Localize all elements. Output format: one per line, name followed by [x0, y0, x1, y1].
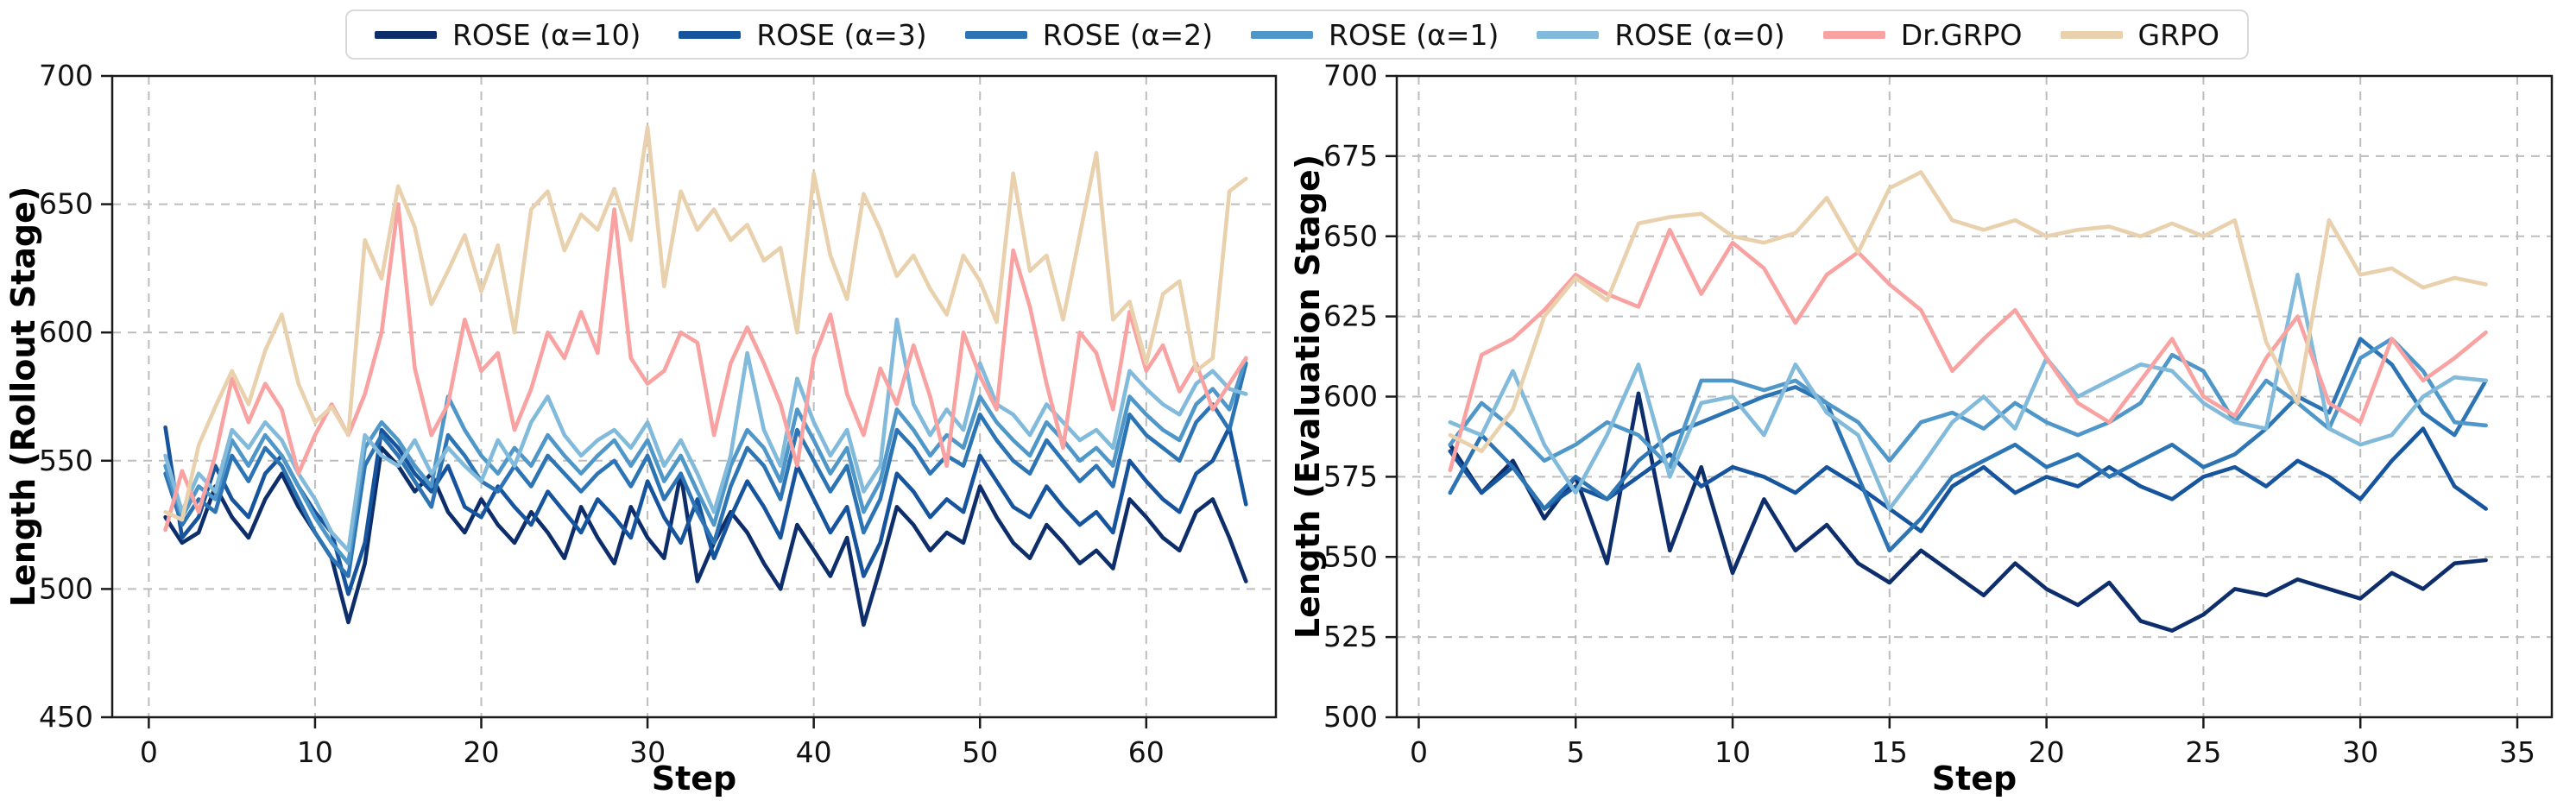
- x-tick-label: 10: [1714, 735, 1751, 769]
- x-tick-label: 30: [2342, 735, 2378, 769]
- legend-line-swatch: [679, 30, 742, 39]
- y-axis-label: Length (Rollout Stage): [4, 186, 42, 608]
- x-axis-label: Step: [652, 760, 737, 798]
- series-line-6: [1448, 227, 2488, 473]
- series-line-7: [163, 125, 1248, 522]
- series-line-4: [1448, 337, 2488, 470]
- y-tick-label: 650: [1323, 219, 1378, 253]
- legend-line-swatch: [1251, 30, 1314, 39]
- series-line-1: [163, 445, 1248, 627]
- series-line-3: [1448, 337, 2488, 553]
- y-tick-label: 575: [1323, 459, 1378, 493]
- y-tick-label: 600: [39, 315, 93, 349]
- legend: ROSE (α=10) ROSE (α=3) ROSE (α=2) ROSE (α=1…: [345, 9, 2249, 60]
- y-tick-label: 600: [1323, 380, 1378, 413]
- legend-line-swatch: [1822, 30, 1885, 39]
- y-tick-label: 550: [1323, 539, 1378, 573]
- y-tick-label: 525: [1323, 620, 1378, 653]
- x-tick-label: 10: [297, 735, 333, 769]
- legend-label: GRPO: [2137, 17, 2219, 52]
- legend-item-2: ROSE (α=3): [679, 17, 927, 52]
- legend-label: Dr.GRPO: [1900, 17, 2023, 52]
- chart-evaluation: 500 525 550 575 600 625 650 675 700 0 5 10 15 20 25 30 3…: [1289, 59, 2554, 798]
- y-tick-label: 450: [39, 700, 93, 734]
- legend-item-7: GRPO: [2060, 17, 2219, 52]
- y-tick-label: 650: [39, 187, 93, 221]
- chart-rollout: 450 500 550 600 650 700 0 10 20 30 40 50 60 Step Lengt…: [4, 59, 1278, 798]
- series-line-7: [1448, 170, 2488, 454]
- y-tick-label: 500: [1323, 700, 1378, 734]
- legend-line-swatch: [1537, 30, 1600, 39]
- y-tick-label: 700: [39, 59, 93, 92]
- y-tick-label: 550: [39, 444, 93, 477]
- plot-area: [112, 76, 1276, 717]
- legend-item-6: Dr.GRPO: [1822, 17, 2023, 52]
- x-tick-label: 35: [2499, 735, 2535, 769]
- series-group: [163, 125, 1248, 627]
- legend-label: ROSE (α=2): [1042, 17, 1214, 52]
- x-tick-label: 20: [464, 735, 500, 769]
- legend-label: ROSE (α=1): [1329, 17, 1500, 52]
- x-tick-label: 40: [796, 735, 832, 769]
- y-tick-label: 625: [1323, 299, 1378, 333]
- y-tick-label: 500: [39, 571, 93, 605]
- series-line-2: [1448, 426, 2488, 533]
- legend-line-swatch: [375, 30, 437, 39]
- x-tick-label: 15: [1872, 735, 1908, 769]
- y-tick-label: 675: [1323, 139, 1378, 173]
- legend-label: ROSE (α=10): [452, 17, 641, 52]
- series-group: [1448, 170, 2488, 634]
- x-tick-label: 20: [2029, 735, 2065, 769]
- x-tick-label: 5: [1567, 735, 1585, 769]
- legend-item-1: ROSE (α=10): [375, 18, 641, 52]
- x-axis-label: Step: [1932, 760, 2017, 798]
- legend-line-swatch: [2060, 30, 2123, 39]
- x-tick-label: 60: [1128, 735, 1165, 769]
- legend-item-3: ROSE (α=2): [964, 17, 1214, 52]
- y-axis-label: Length (Evaluation Stage): [1289, 154, 1327, 639]
- x-tick-label: 30: [629, 735, 666, 769]
- legend-item-4: ROSE (α=1): [1251, 18, 1499, 52]
- x-tick-label: 50: [962, 735, 998, 769]
- x-tick-label: 0: [1410, 735, 1428, 769]
- legend-item-5: ROSE (α=0): [1537, 17, 1785, 52]
- series-line-3: [163, 361, 1248, 578]
- y-tick-label: 700: [1323, 59, 1378, 92]
- x-tick-label: 0: [140, 735, 158, 769]
- axes-spines: [110, 74, 1278, 719]
- series-line-4: [163, 356, 1248, 566]
- legend-line-swatch: [964, 30, 1027, 39]
- x-tick-label: 25: [2185, 735, 2221, 769]
- series-line-5: [1448, 272, 2488, 511]
- legend-label: ROSE (α=3): [756, 17, 927, 52]
- legend-label: ROSE (α=0): [1614, 17, 1785, 52]
